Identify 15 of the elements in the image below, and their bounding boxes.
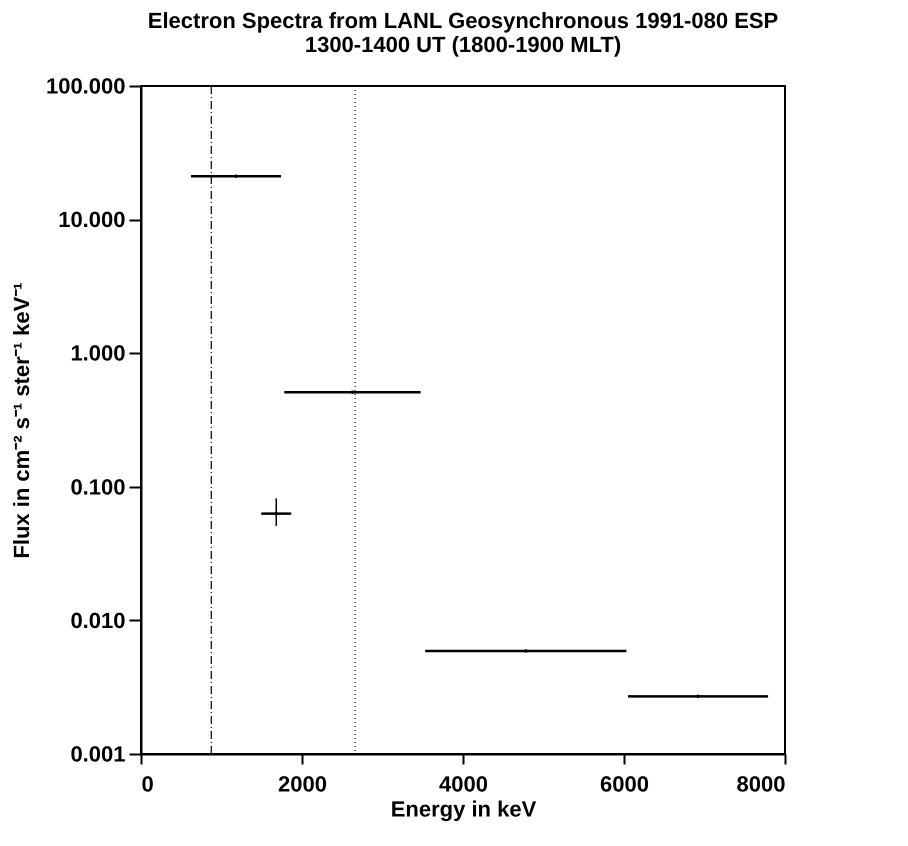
x-tick-label: 4000 (439, 772, 488, 796)
y-tick-label: 0.001 (70, 742, 126, 766)
x-tick-label: 0 (142, 772, 154, 796)
y-axis-title: Flux in cm⁻² s⁻¹ ster⁻¹ keV⁻¹ (8, 282, 34, 559)
y-tick-label: 10.000 (58, 207, 126, 232)
y-tick-label: 0.010 (70, 608, 126, 633)
x-tick-label: 8000 (736, 772, 786, 796)
chart-subtitle: 1300-1400 UT (1800-1900 MLT) (304, 32, 622, 57)
chart-title: Electron Spectra from LANL Geosynchronous 1991-080 ESP (148, 8, 778, 33)
x-tick-label: 2000 (278, 772, 327, 796)
x-tick-label: 6000 (600, 772, 649, 796)
y-tick-label: 1.000 (70, 340, 126, 366)
x-axis-title: Energy in keV (390, 796, 537, 822)
y-tick-label: 0.100 (70, 474, 126, 500)
y-tick-label: 100.000 (46, 74, 126, 98)
